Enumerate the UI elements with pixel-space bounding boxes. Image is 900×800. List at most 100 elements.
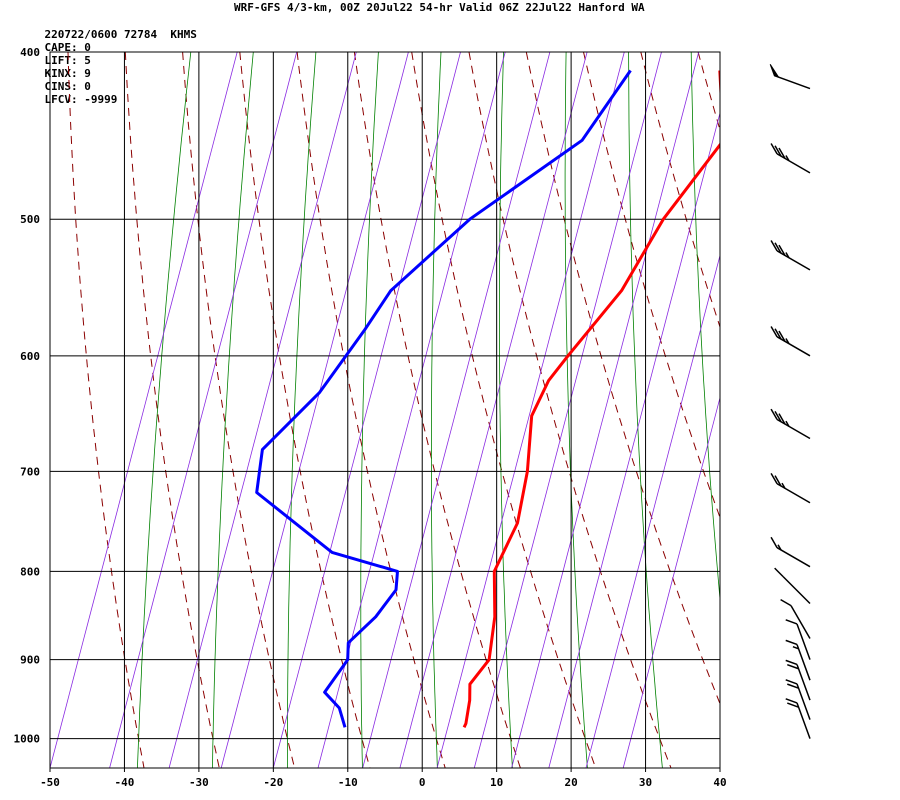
barb-staff	[776, 418, 811, 440]
temperature-tick-label: -10	[338, 776, 358, 789]
dry-adiabat	[239, 52, 371, 768]
temperature-tick-label: -20	[263, 776, 283, 789]
barb-half-feather	[785, 155, 790, 162]
temperature-tick-label: 0	[419, 776, 426, 789]
temperature-tick-label: -40	[115, 776, 135, 789]
dry-adiabat	[124, 52, 220, 768]
mixing-ratio-line	[585, 253, 720, 768]
barb-staff	[796, 623, 811, 660]
barb-feather	[785, 619, 798, 625]
barb-staff	[776, 153, 811, 174]
mixing-ratio-line	[473, 52, 662, 768]
barb-feather	[770, 240, 778, 252]
index-value: 0	[84, 41, 91, 54]
barb-staff	[776, 250, 811, 271]
mixing-ratio-line	[272, 52, 461, 768]
dry-adiabat	[640, 52, 720, 329]
dry-adiabat	[755, 52, 900, 768]
index-value: 9	[84, 67, 91, 80]
wind-barb	[770, 143, 811, 174]
thermo-background	[50, 52, 900, 768]
mixing-ratio-line	[220, 52, 409, 768]
barb-staff	[796, 702, 811, 739]
dry-adiabat	[697, 52, 720, 132]
date-station: 220722/0600 72784 KHMS	[44, 28, 197, 41]
barb-feather	[774, 242, 782, 254]
dry-adiabat	[468, 52, 672, 768]
barb-staff	[782, 576, 811, 605]
barb-staff	[790, 605, 811, 639]
barb-feather	[770, 326, 778, 338]
dry-adiabat	[353, 52, 521, 768]
barb-feather	[774, 475, 782, 487]
barb-feather	[774, 328, 782, 340]
dry-adiabat	[182, 52, 296, 768]
mixing-ratio-line	[511, 52, 700, 768]
index-label: LIFT:	[44, 54, 78, 67]
moist-adiabat	[628, 52, 663, 768]
mixing-ratio-line	[50, 52, 238, 768]
barb-staff	[796, 664, 811, 701]
mixing-ratio-line	[362, 52, 551, 768]
grid	[50, 51, 720, 768]
pressure-tick-label: 900	[20, 654, 40, 667]
plot-frame	[49, 51, 721, 769]
profiles	[255, 69, 720, 728]
index-value: 0	[84, 80, 91, 93]
index-kinx: KINX: 9	[45, 67, 91, 80]
mixing-ratio-line	[436, 52, 625, 768]
barb-feather	[785, 679, 798, 685]
temperature-profile	[462, 70, 720, 728]
moist-adiabat	[360, 52, 379, 768]
barb-feather	[785, 639, 798, 646]
wind-barb	[785, 698, 811, 739]
pressure-tick-label: 600	[20, 350, 40, 363]
barb-feather	[770, 536, 778, 549]
sounding-title: WRF-GFS 4/3-km, 00Z 20Jul22 54-hr Valid …	[234, 1, 645, 14]
barb-feather	[787, 702, 799, 708]
index-label: KINX:	[44, 67, 78, 80]
wind-barb	[774, 567, 811, 605]
barb-feather	[774, 567, 784, 578]
barb-feather	[778, 244, 786, 256]
moist-adiabat	[564, 52, 588, 768]
wind-barb	[785, 619, 811, 660]
wind-barb	[785, 639, 811, 681]
temperature-axis: -50 -40 -30 -20 -10 0 10 20 30 40	[40, 768, 727, 789]
temperature-tick-label: 40	[713, 776, 726, 789]
moist-adiabat	[137, 52, 192, 768]
index-value: -9999	[84, 93, 118, 106]
barb-feather	[780, 598, 792, 607]
pressure-tick-label: 400	[20, 46, 40, 59]
moist-adiabat	[690, 52, 720, 604]
pressure-axis: 400 500 600 700 800 900 1000	[14, 46, 41, 746]
wind-barb	[780, 598, 811, 639]
mixing-ratio-line	[168, 52, 357, 768]
pressure-tick-label: 1000	[14, 733, 41, 746]
temperature-tick-label: 30	[639, 776, 652, 789]
barb-staff	[774, 74, 811, 90]
barb-feather	[785, 659, 798, 666]
barb-feather	[770, 473, 778, 485]
barb-half-feather	[785, 420, 790, 427]
wind-barb	[770, 326, 811, 357]
wind-barb	[785, 659, 811, 701]
dry-adiabat	[296, 52, 446, 768]
barb-half-feather	[777, 544, 782, 551]
barb-feather	[778, 147, 786, 159]
dry-adiabat	[525, 52, 720, 706]
mixing-ratio-line	[622, 396, 720, 768]
barb-feather	[774, 411, 782, 423]
index-lift: LIFT: 5	[45, 54, 91, 67]
wind-barb	[770, 473, 811, 504]
barb-staff	[776, 483, 811, 504]
pressure-tick-label: 500	[20, 213, 40, 226]
moist-adiabat	[431, 52, 442, 768]
barb-feather	[787, 663, 799, 670]
index-label: CAPE:	[44, 41, 78, 54]
barb-feather	[770, 143, 778, 155]
wind-barb	[769, 64, 811, 90]
barb-half-feather	[792, 646, 799, 650]
sounding-header: WRF-GFS 4/3-km, 00Z 20Jul22 54-hr Valid …	[0, 0, 900, 106]
dry-adiabat	[411, 52, 597, 768]
